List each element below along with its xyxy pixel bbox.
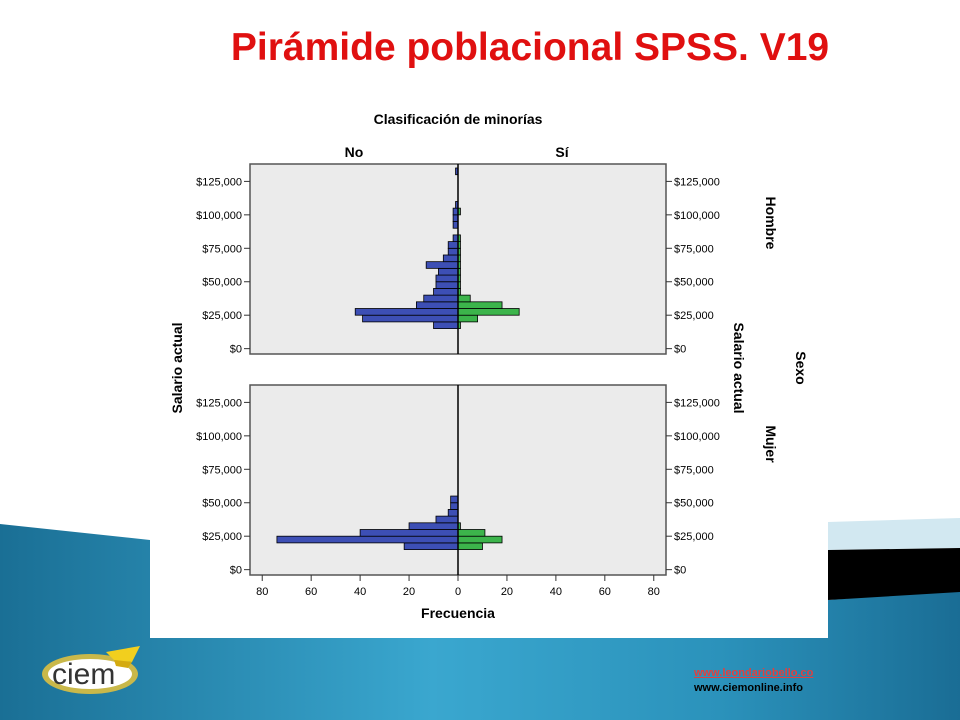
y-tick-label-left: $125,000 [196, 397, 242, 409]
logo-text: ciem [52, 658, 115, 691]
y-tick-label-right: $0 [674, 565, 686, 577]
chart-title: Clasificación de minorías [374, 111, 543, 127]
y-tick-label-right: $25,000 [674, 531, 714, 543]
y-tick-label-left: $100,000 [196, 431, 242, 443]
bar-no [354, 308, 459, 316]
y-tick-label-right: $125,000 [674, 397, 720, 409]
bar-si [457, 535, 503, 544]
x-tick-label: 0 [455, 586, 461, 598]
slide-title: Pirámide poblacional SPSS. V19 [230, 26, 830, 69]
y-tick-label-left: $0 [230, 344, 242, 356]
y-tick-label-right: $50,000 [674, 498, 714, 510]
leondariobello-link[interactable]: www.leondariobello.co [694, 667, 814, 679]
bar-no [450, 502, 459, 510]
population-pyramid-chart: Clasificación de minorías No Sí $0 $0 $25,000… [169, 111, 809, 621]
y-tick-label-right: $0 [674, 344, 686, 356]
x-tick-label: 80 [256, 586, 268, 598]
bar-no [415, 301, 459, 309]
bar-no [435, 274, 459, 283]
ciemonline-link[interactable]: www.ciemonline.info [694, 682, 803, 694]
x-tick-label: 20 [403, 586, 415, 598]
y-tick-label-right: $75,000 [674, 243, 714, 255]
row-label-hombre: Hombre [763, 197, 779, 250]
chart-panel: Clasificación de minorías No Sí $0 $0 $25,000… [150, 96, 828, 638]
column-label-si: Sí [555, 144, 569, 160]
y-axis-label-right: Salario actual [731, 322, 747, 413]
x-tick-label: 40 [354, 586, 366, 598]
x-axis-label: Frecuencia [421, 605, 495, 621]
bar-no [433, 321, 459, 329]
row-panel-title: Sexo [793, 351, 809, 384]
y-tick-label-left: $75,000 [202, 464, 242, 476]
bar-no [435, 281, 459, 289]
x-tick-label: 60 [305, 586, 317, 598]
bar-no [450, 495, 459, 504]
y-tick-label-left: $125,000 [196, 176, 242, 188]
bar-no [362, 314, 459, 323]
y-tick-label-left: $100,000 [196, 210, 242, 222]
bar-no [276, 535, 459, 544]
x-tick-label: 20 [501, 586, 513, 598]
y-tick-label-right: $25,000 [674, 310, 714, 322]
row-label-mujer: Mujer [763, 425, 779, 463]
bar-no [447, 247, 459, 256]
y-axis-label-left: Salario actual [169, 322, 185, 413]
bar-no [435, 515, 459, 524]
bar-si [457, 301, 503, 309]
y-tick-label-left: $75,000 [202, 243, 242, 255]
y-tick-label-right: $100,000 [674, 210, 720, 222]
y-tick-label-left: $50,000 [202, 498, 242, 510]
x-tick-label: 40 [550, 586, 562, 598]
bar-no [403, 542, 459, 550]
y-tick-label-left: $25,000 [202, 531, 242, 543]
y-tick-label-right: $125,000 [674, 176, 720, 188]
y-tick-label-right: $50,000 [674, 277, 714, 289]
bar-si [457, 294, 471, 303]
y-tick-label-left: $25,000 [202, 310, 242, 322]
bar-si [457, 529, 486, 537]
y-tick-label-right: $100,000 [674, 431, 720, 443]
bar-no [438, 267, 459, 276]
ciem-logo: ciem [42, 646, 140, 694]
y-tick-label-left: $0 [230, 565, 242, 577]
bar-no [442, 254, 459, 263]
bar-no [447, 509, 459, 517]
y-tick-label-left: $50,000 [202, 277, 242, 289]
bar-no [433, 288, 459, 296]
x-tick-label: 80 [648, 586, 660, 598]
y-tick-label-right: $75,000 [674, 464, 714, 476]
bar-no [423, 294, 459, 303]
footer-links: www.leondariobello.co www.ciemonline.inf… [694, 666, 813, 696]
column-label-no: No [345, 144, 364, 160]
x-tick-label: 60 [599, 586, 611, 598]
bar-no [408, 522, 459, 530]
bar-no [359, 529, 459, 537]
bar-si [457, 308, 520, 316]
bar-no [447, 241, 459, 249]
bar-no [425, 261, 459, 269]
bar-si [457, 542, 483, 550]
bar-si [457, 314, 478, 323]
